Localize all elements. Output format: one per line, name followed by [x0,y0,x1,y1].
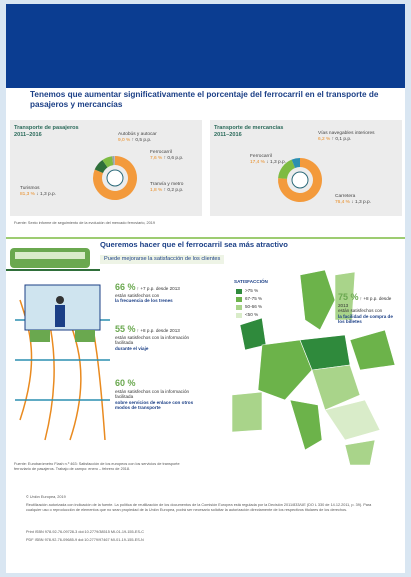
segment-change: ↑ 0,1 p.p. [331,136,352,142]
donut-segment [291,158,300,168]
legend-title: SATISFACCIÓN [234,279,268,284]
segment-name: Tranvía y metro [150,182,184,187]
stat-pct: 75 % [338,292,359,302]
segment-value: 7,6 % [150,155,163,161]
segment-name: Vías navegables interiores [318,131,375,136]
donut-segment [94,159,108,173]
section-subtitle: Puede mejorarse la satisfacción de los c… [100,255,225,264]
stat-highlight: durante el viaje [115,345,149,351]
stat: 55 % ↑ +8 p.p. desde 2013 están satisfec… [115,324,205,351]
stat-text: están satisfechos con [338,308,383,314]
stat-change: ↑ +8 p.p. desde 2013 [338,296,392,308]
legend-item: <50 % [245,312,259,317]
stat-text: están satisfechos con [115,292,160,298]
segment-name: Turismos [20,186,40,191]
stat-text: están satisfechos con la información fac… [115,388,190,400]
illustration [15,284,110,441]
segment-label: Tranvía y metro 1,8 % ↑ 0,2 p.p. [150,182,220,194]
footer-line: © Unión Europea, 2019 [26,495,66,499]
footer-line: Reutilización autorizada con indicación … [26,503,372,512]
segment-change: ↑ 0,2 p.p. [163,187,184,193]
segment-label: Ferrocarril 7,6 % ↑ 0,6 p.p. [150,150,220,162]
train-window [15,252,85,259]
segment-value: 81,3 % [20,191,35,197]
source: Fuente: Eurobarómetro Flash n.º 463: Sat… [14,462,180,471]
stat-highlight: sobre servicios de enlace con otros modo… [115,399,194,411]
source: Fuente: Sexto informe de seguimiento de … [14,221,155,225]
donut-segment [92,156,137,200]
segment-label: Carretera 76,4 % ↓ 1,3 p.p. [335,194,405,206]
segment-label: Ferrocarril 17,4 % ↓ 1,3 p.p. [250,154,320,166]
panel-title: Transporte de pasajeros 2011–2016 [14,125,79,138]
stat-text: están satisfechos con la información fac… [115,334,190,346]
map-stat: 75 % ↑ +8 p.p. desde 2013 están satisfec… [338,292,400,325]
header-band [6,4,405,88]
segment-value: 76,4 % [335,199,350,205]
donut-icon [291,171,309,189]
segment-change: ↓ 1,3 p.p. [36,191,57,197]
segment-name: Autobús y autocar [118,132,157,137]
donut-segment [278,158,323,202]
segment-value: 17,4 % [250,159,265,165]
footer-line: PDF ISBN 978-92-76-09685-9 doi:10.2779/9… [26,538,144,542]
stat-highlight: la frecuencia de los trenes [115,298,173,304]
stat-pct: 55 % [115,324,136,334]
donut-segment [112,156,115,166]
segment-label: Autobús y autocar 9,0 % ↑ 0,5 p.p. [118,132,188,144]
segment-change: ↑ 0,6 p.p. [163,155,184,161]
segment-name: Carretera [335,194,356,199]
segment-value: 6,2 % [318,136,331,142]
segment-name: Ferrocarril [150,150,172,155]
legend-item: 67-75 % [245,296,263,301]
donut-segment [278,159,296,179]
segment-change: ↑ 0,5 p.p. [131,137,152,143]
donut-segment [102,156,114,168]
section-title: Queremos hacer que el ferrocarril sea má… [100,240,288,249]
legend-swatch [236,297,242,302]
stat-change: ↑ +8 p.p. desde 2013 [136,328,180,333]
legend-item: 50-66 % [245,304,263,309]
title: Tenemos que aumentar significativamente … [30,90,379,109]
legend-swatch [236,313,242,318]
footer-line: Print ISBN 978-92-76-09728-3 doi:10.2779… [26,530,144,534]
stat: 60 % están satisfechos con la informació… [115,378,205,411]
panel-title: Transporte de mercancías 2011–2016 [214,125,284,138]
segment-name: Ferrocarril [250,154,272,159]
stat-pct: 60 % [115,378,136,388]
stat-pct: 66 % [115,282,136,292]
stat-change: ↑ +7 p.p. desde 2013 [136,286,180,291]
segment-change: ↓ 1,3 p.p. [266,159,287,165]
segment-value: 1,8 % [150,187,163,193]
europe-map [231,269,396,466]
stat: 66 % ↑ +7 p.p. desde 2013 están satisfec… [115,282,205,304]
segment-label: Vías navegables interiores 6,2 % ↑ 0,1 p… [318,131,388,143]
legend-item: >75 % [245,288,259,293]
segment-change: ↓ 1,3 p.p. [351,199,372,205]
legend-swatch [236,305,242,310]
segment-value: 9,0 % [118,137,131,143]
stat-highlight: la facilidad de compra de los billetes [338,313,393,325]
segment-label: Turismos 81,3 % ↓ 1,3 p.p. [20,186,90,198]
donut-icon [106,169,124,187]
legend-swatch [236,289,242,294]
